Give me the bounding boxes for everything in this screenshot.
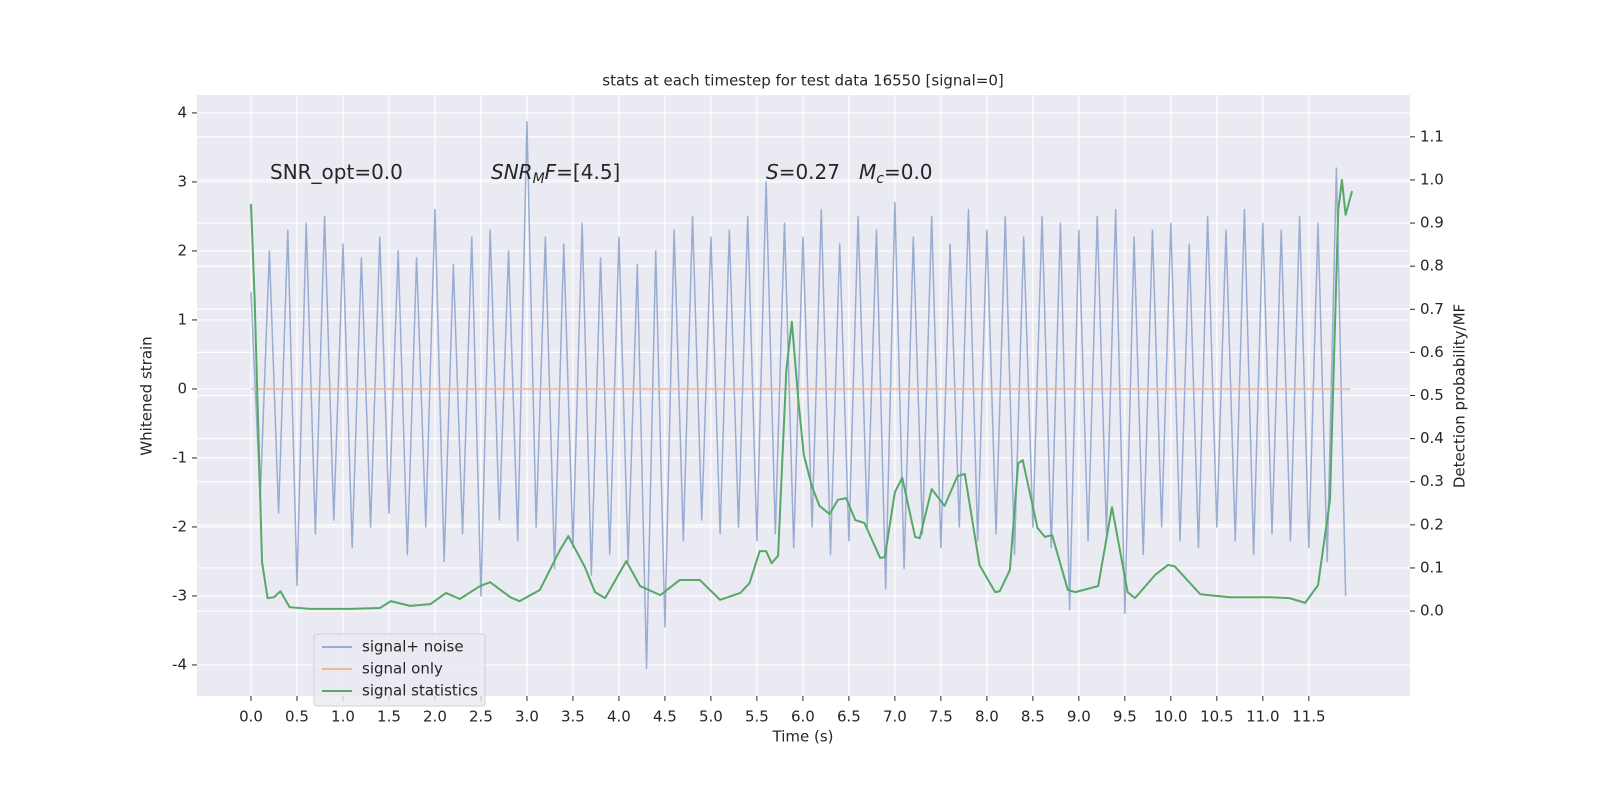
x-tick-label: 6.0 (791, 708, 815, 726)
x-tick-label: 6.5 (837, 708, 861, 726)
annotation-part: =[4.5] (556, 160, 620, 184)
y-tick-label: -4 (172, 655, 187, 673)
x-tick-label: 11.0 (1246, 708, 1279, 726)
x-tick-label: 9.0 (1067, 708, 1091, 726)
series-line (249, 178, 1354, 610)
y-tick-label: 3 (177, 172, 187, 190)
y2-tick-label: 0.2 (1420, 515, 1444, 533)
x-tick-label: 4.0 (607, 708, 631, 726)
x-tick-label: 5.0 (699, 708, 723, 726)
annotation-part: M (859, 160, 876, 184)
y2-tick-label: 1.1 (1420, 127, 1444, 145)
x-tick-label: 2.0 (423, 708, 447, 726)
y2-tick-label: 0.6 (1420, 343, 1444, 361)
y-tick-label: 4 (177, 103, 187, 121)
x-tick-label: 0.5 (285, 708, 309, 726)
annotation-part: SNR_opt=0.0 (270, 160, 403, 184)
x-axis-label: Time (s) (772, 728, 834, 746)
x-tick-label: 3.5 (561, 708, 585, 726)
legend-label: signal only (362, 660, 443, 678)
y-axis-label: Whitened strain (138, 336, 156, 455)
y2-tick-label: 0.3 (1420, 472, 1444, 490)
x-tick-label: 1.0 (331, 708, 355, 726)
annotation-part: =0.0 (884, 160, 933, 184)
x-tick-label: 0.0 (239, 708, 263, 726)
x-tick-label: 7.5 (929, 708, 953, 726)
y-tick-label: -1 (172, 448, 187, 466)
y2-tick-label: 0.1 (1420, 558, 1444, 576)
legend-box (313, 633, 486, 707)
y-tick-label: 0 (177, 379, 187, 397)
annotation: SNRMF=[4.5] (491, 160, 620, 188)
y2-tick-label: 0.8 (1420, 257, 1444, 275)
y-tick-label: -2 (172, 517, 187, 535)
annotation-part: M (533, 171, 545, 187)
y2-tick-label: 0.5 (1420, 386, 1444, 404)
x-tick-label: 10.0 (1154, 708, 1187, 726)
x-tick-label: 3.0 (515, 708, 539, 726)
legend-label: signal statistics (362, 682, 478, 700)
y-tick-label: 1 (177, 310, 187, 328)
annotation-part: SNR (491, 160, 533, 184)
y2-axis-label: Detection probability/MF (1451, 304, 1469, 488)
annotation-part: c (876, 171, 884, 187)
annotation: S=0.27 (766, 160, 840, 184)
y-tick-label: -3 (172, 586, 187, 604)
annotation-part: S (766, 160, 779, 184)
y2-tick-label: 0.4 (1420, 429, 1444, 447)
annotation-part: F (545, 160, 557, 184)
x-tick-label: 5.5 (745, 708, 769, 726)
x-tick-label: 8.0 (975, 708, 999, 726)
y2-tick-label: 0.0 (1420, 602, 1444, 620)
legend-label: signal+ noise (362, 638, 464, 656)
x-tick-label: 2.5 (469, 708, 493, 726)
y2-tick-label: 0.9 (1420, 214, 1444, 232)
x-tick-label: 4.5 (653, 708, 677, 726)
y2-tick-label: 0.7 (1420, 300, 1444, 318)
annotation: SNR_opt=0.0 (270, 160, 403, 184)
chart-title: stats at each timestep for test data 165… (602, 72, 1003, 90)
x-tick-label: 7.0 (883, 708, 907, 726)
y-tick-label: 2 (177, 241, 187, 259)
y2-tick-label: 1.0 (1420, 170, 1444, 188)
x-tick-label: 1.5 (377, 708, 401, 726)
x-tick-label: 11.5 (1292, 708, 1325, 726)
x-tick-label: 8.5 (1021, 708, 1045, 726)
annotation: Mc=0.0 (859, 160, 933, 188)
annotation-part: =0.27 (779, 160, 840, 184)
x-tick-label: 9.5 (1113, 708, 1137, 726)
x-tick-label: 10.5 (1200, 708, 1233, 726)
